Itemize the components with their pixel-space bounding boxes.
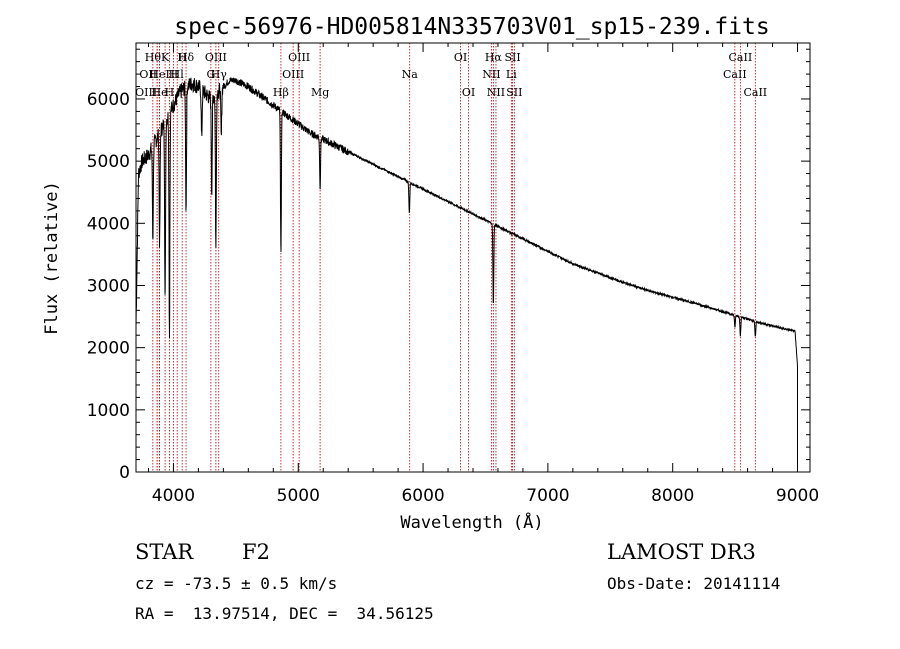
line-marker-label: NII (487, 86, 505, 99)
line-marker-label: K (161, 51, 170, 64)
x-tick-label: 5000 (277, 486, 320, 506)
line-marker-label: OIII (282, 68, 304, 81)
line-marker-label: OII (139, 68, 157, 81)
line-marker-label: Hδ (178, 51, 195, 64)
y-tick-label: 4000 (87, 214, 130, 234)
line-marker-label: SII (506, 86, 522, 99)
x-tick-label: 9000 (776, 486, 819, 506)
y-axis-label: Flux (relative) (42, 181, 62, 335)
line-marker-label: Hθ (145, 51, 162, 64)
y-tick-label: 5000 (87, 152, 130, 172)
spectrum-chart: spec-56976-HD005814N335703V01_sp15-239.f… (42, 14, 819, 533)
line-marker-label: G (206, 68, 215, 81)
x-tick-label: 8000 (651, 486, 694, 506)
line-marker-label: OI (462, 86, 475, 99)
y-tick-label: 3000 (87, 276, 130, 296)
y-tick-label: 2000 (87, 339, 130, 359)
x-tick-label: 7000 (526, 486, 569, 506)
line-marker-labels: HθOIIHeIOIIIHeKHHHlHHδGOIIIHγHβOIIIOIIIM… (135, 51, 767, 99)
line-marker-label: OI (454, 51, 467, 64)
line-markers (152, 43, 756, 472)
line-marker-label: Na (402, 68, 419, 81)
line-marker-label: CaII (723, 68, 747, 81)
line-marker-label: CaII (743, 86, 767, 99)
line-marker-label: Hl (171, 68, 185, 81)
object-type: STAR (135, 540, 194, 564)
line-marker-label: H (177, 51, 187, 64)
line-marker-label: OIII (135, 86, 157, 99)
line-marker-label: Hα (485, 51, 503, 64)
line-marker-label: OIII (288, 51, 310, 64)
line-marker-label: OIII (205, 51, 227, 64)
spectrum-series (135, 77, 798, 472)
line-marker-label: SII (504, 51, 520, 64)
line-marker-label: H (169, 68, 179, 81)
line-marker-label: He (152, 86, 168, 99)
x-tick-label: 6000 (401, 486, 444, 506)
y-tick-label: 6000 (87, 90, 130, 110)
coordinates: RA = 13.97514, DEC = 34.56125 (135, 604, 434, 623)
line-marker-label: Hβ (273, 86, 289, 99)
line-marker-label: NII (482, 68, 500, 81)
x-axis-label: Wavelength (Å) (400, 511, 543, 533)
line-marker-label: Li (506, 68, 517, 81)
chart-title: spec-56976-HD005814N335703V01_sp15-239.f… (174, 14, 769, 40)
line-marker-label: H (165, 86, 175, 99)
y-axis-ticks: 0 1000 2000 3000 4000 5000 6000 (87, 48, 810, 483)
line-marker-label: Hγ (211, 68, 228, 81)
redshift-velocity: cz = -73.5 ± 0.5 km/s (135, 574, 338, 593)
line-marker-label: HeI (149, 68, 169, 81)
line-marker-label: Mg (311, 86, 329, 99)
x-axis-ticks: 4000 5000 6000 7000 8000 9000 (147, 43, 819, 506)
y-tick-label: 1000 (87, 401, 130, 421)
line-marker-label: CaII (729, 51, 753, 64)
observation-date: Obs-Date: 20141114 (607, 574, 781, 593)
survey-name: LAMOST DR3 (607, 540, 756, 564)
spectral-class: F2 (242, 540, 270, 564)
x-tick-label: 4000 (152, 486, 195, 506)
y-tick-label: 0 (119, 463, 130, 483)
plot-frame (135, 42, 811, 473)
